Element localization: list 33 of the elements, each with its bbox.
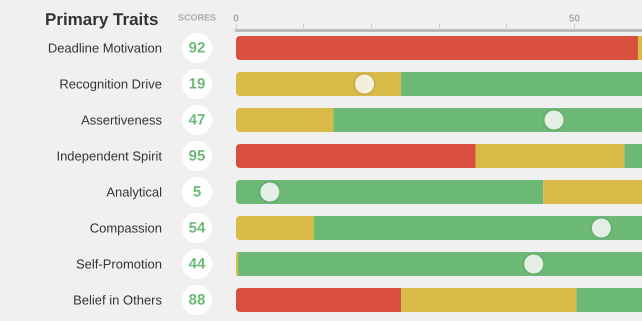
y-tick-label: Recognition Drive <box>59 76 162 92</box>
bar <box>236 108 334 132</box>
point <box>524 254 544 274</box>
bar <box>236 72 402 96</box>
text: SCORES <box>178 12 216 22</box>
bar <box>576 288 642 312</box>
bar <box>236 36 638 60</box>
y-tick-label: Independent Spirit <box>56 148 162 164</box>
bar <box>236 216 314 240</box>
y-tick-label: Self-Promotion <box>76 256 162 272</box>
text: 88 <box>188 292 206 308</box>
bar <box>624 144 642 168</box>
x-tick-label: 0 <box>233 14 240 24</box>
bar <box>236 144 476 168</box>
text: 92 <box>188 40 206 56</box>
data-label: 19 <box>188 76 206 92</box>
bar <box>236 288 402 312</box>
y-tick-label: Deadline Motivation <box>48 40 162 56</box>
point <box>592 218 611 238</box>
y-tick-label: Belief in Others <box>73 292 162 308</box>
data-label: 5 <box>192 184 202 200</box>
y-tick-label: Assertiveness <box>81 112 162 128</box>
data-label: 44 <box>188 256 206 272</box>
point <box>544 110 564 130</box>
x-tick-label: 50 <box>568 14 580 24</box>
point <box>355 74 374 94</box>
y-tick-label: Compassion <box>90 220 162 236</box>
text: 95 <box>188 148 206 164</box>
point <box>260 182 280 202</box>
y-tick-label: Analytical <box>106 184 162 200</box>
data-label: 54 <box>188 220 206 236</box>
data-label: 47 <box>188 112 206 128</box>
chart-title: Primary Traits <box>45 10 158 29</box>
